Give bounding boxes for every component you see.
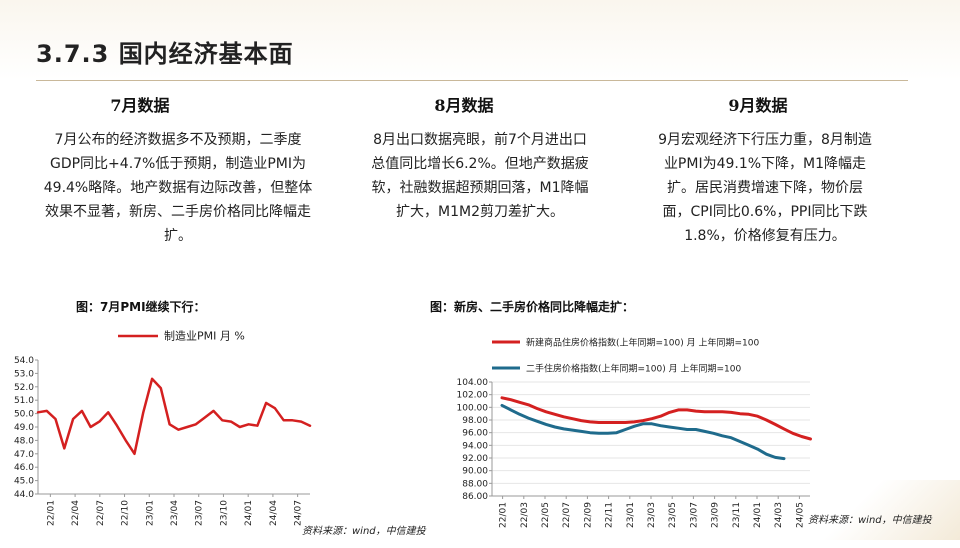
x-tick-label: 23/03 — [647, 502, 657, 528]
x-tick-label: 22/10 — [121, 500, 131, 526]
source-note-house: 资料来源：wind，中信建投 — [808, 515, 932, 526]
legend-label-2: 二手住房价格指数(上年同期=100) 月 上年同期=100 — [526, 363, 741, 375]
x-tick-label: 23/07 — [689, 502, 699, 528]
source-note-pmi: 资料来源：wind，中信建投 — [302, 526, 426, 537]
y-tick-label: 100.00 — [457, 403, 489, 413]
x-tick-label: 23/01 — [626, 502, 636, 528]
y-tick-label: 104.00 — [457, 378, 489, 388]
figure-caption-pmi: 图：7月PMI继续下行： — [76, 300, 206, 314]
x-tick-label: 23/01 — [145, 500, 155, 526]
x-tick-label: 22/05 — [541, 502, 551, 528]
column-text-sep: 9月宏观经济下行压力重，8月制造业PMI为49.1%下降，M1降幅走扩。居民消费… — [658, 132, 872, 244]
series-line-1 — [500, 396, 812, 441]
x-tick-label: 24/04 — [269, 500, 279, 526]
x-tick-label: 24/01 — [244, 500, 254, 526]
x-tick-label: 22/09 — [583, 502, 593, 528]
x-tick-label: 23/05 — [668, 502, 678, 528]
column-heading-jul: 7月数据 — [110, 96, 170, 115]
pmi-chart: 54.0 53.0 52.0 51.0 50.0 49.0 48.0 47.0 46.0 45.0… — [14, 329, 312, 526]
corner-decoration — [790, 480, 960, 540]
y-tick-label: 90.00 — [462, 467, 488, 477]
x-tick-label: 22/01 — [499, 502, 509, 528]
x-tick-label: 23/09 — [711, 502, 721, 528]
x-tick-label: 22/07 — [96, 500, 106, 526]
y-tick-label: 53.0 — [14, 369, 34, 379]
y-tick-label: 102.00 — [457, 391, 489, 401]
y-tick-label: 48.0 — [14, 436, 34, 446]
y-tick-label: 94.00 — [462, 441, 488, 451]
y-tick-label: 98.00 — [462, 416, 488, 426]
y-tick-label: 52.0 — [14, 383, 34, 393]
x-tick-label: 24/01 — [753, 502, 763, 528]
y-tick-label: 46.0 — [14, 463, 34, 473]
y-tick-label: 50.0 — [14, 410, 34, 420]
x-tick-label: 23/10 — [219, 500, 229, 526]
y-tick-label: 92.00 — [462, 454, 488, 464]
x-tick-label: 22/11 — [605, 502, 615, 528]
x-tick-label: 23/07 — [195, 500, 205, 526]
x-tick-label: 22/04 — [71, 500, 81, 526]
y-tick-label: 49.0 — [14, 423, 34, 433]
y-tick-label: 96.00 — [462, 429, 488, 439]
x-tick-label: 24/03 — [774, 502, 784, 528]
y-tick-label: 44.0 — [14, 490, 34, 500]
column-text-aug: 8月出口数据亮眼，前7个月进出口总值同比增长6.2%。但地产数据疲软，社融数据超… — [371, 132, 589, 220]
y-tick-label: 54.0 — [14, 356, 34, 366]
x-tick-label: 22/03 — [520, 502, 530, 528]
x-tick-label: 23/11 — [732, 502, 742, 528]
page-title: 3.7.3 国内经济基本面 — [36, 40, 294, 68]
title-divider — [36, 80, 908, 81]
x-tick-label: 24/05 — [795, 502, 805, 528]
y-tick-label: 88.00 — [462, 479, 488, 489]
column-text-jul: 7月公布的经济数据多不及预期，二季度GDP同比+4.7%低于预期，制造业PMI为… — [43, 132, 313, 244]
header-background — [0, 0, 960, 80]
series-line-1 — [36, 377, 312, 456]
house-price-chart: 104.00 102.00 100.00 98.00 96.00 94.00 92.00 90… — [457, 337, 812, 528]
legend-label-1: 新建商品住房价格指数(上年同期=100) 月 上年同期=100 — [526, 337, 759, 349]
y-tick-label: 47.0 — [14, 450, 34, 460]
x-tick-label: 22/01 — [46, 500, 56, 526]
y-tick-label: 86.00 — [462, 492, 488, 502]
y-tick-label: 45.0 — [14, 477, 34, 487]
series-line-2 — [500, 403, 786, 461]
x-tick-label: 24/07 — [294, 500, 304, 526]
column-heading-sep: 9月数据 — [728, 96, 788, 115]
y-tick-label: 51.0 — [14, 396, 34, 406]
figure-caption-house: 图：新房、二手房价格同比降幅走扩： — [430, 300, 635, 314]
x-tick-label: 22/07 — [562, 502, 572, 528]
column-heading-aug: 8月数据 — [434, 96, 494, 115]
legend-label-1: 制造业PMI 月 % — [164, 329, 245, 343]
x-tick-label: 23/04 — [170, 500, 180, 526]
